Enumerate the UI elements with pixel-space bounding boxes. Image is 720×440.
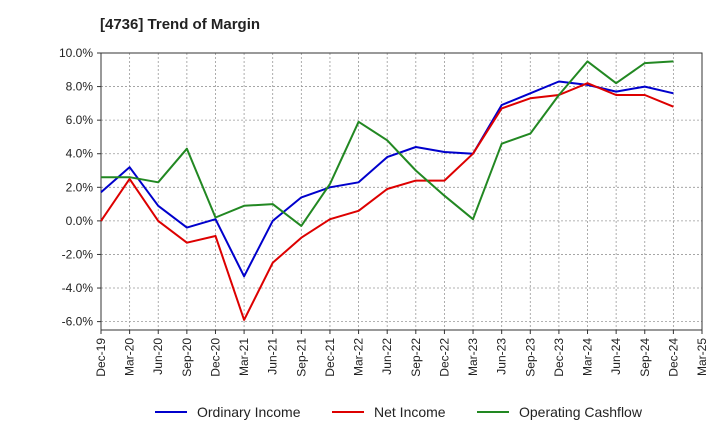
y-tick-label: -4.0% <box>62 281 94 295</box>
grid <box>101 52 702 330</box>
x-tick-label: Mar-23 <box>466 338 480 376</box>
legend-swatch-net-income <box>332 411 364 413</box>
x-tick-label: Jun-20 <box>151 338 165 375</box>
y-tick-label: 8.0% <box>66 80 94 94</box>
axes: -6.0% -4.0% -2.0% 0.0% 2.0% 4.0% 6.0% 8.0% 10.0%… <box>59 46 709 377</box>
series-line-operating-cashflow <box>101 60 674 227</box>
x-tick-label: Mar-22 <box>352 338 366 376</box>
series-line-net-income <box>100 82 674 321</box>
y-tick-label: 4.0% <box>66 147 94 161</box>
x-tick-label: Sep-24 <box>638 338 652 377</box>
chart-title: [4736] Trend of Margin <box>100 16 261 33</box>
legend-item-ordinary-income: Ordinary Income <box>155 404 300 420</box>
y-tick-label: 6.0% <box>66 113 94 127</box>
legend-label-operating-cashflow: Operating Cashflow <box>519 404 642 420</box>
x-tick-label: Mar-25 <box>695 338 709 376</box>
series-layer <box>100 60 674 321</box>
x-tick-label: Dec-22 <box>437 338 451 377</box>
y-tick-label: 2.0% <box>66 180 94 194</box>
legend-label-net-income: Net Income <box>374 404 446 420</box>
x-tick-label: Sep-22 <box>409 338 423 377</box>
x-tick-label: Mar-21 <box>237 338 251 376</box>
y-tick-label: 0.0% <box>66 214 94 228</box>
x-tick-label: Jun-22 <box>380 338 394 375</box>
x-tick-label: Dec-23 <box>552 338 566 377</box>
legend-swatch-operating-cashflow <box>477 411 509 413</box>
x-tick-label: Jun-23 <box>495 338 509 375</box>
x-tick-label: Jun-24 <box>609 338 623 375</box>
legend-item-net-income: Net Income <box>332 404 446 420</box>
y-tick-label: -6.0% <box>62 315 94 329</box>
x-tick-label: Dec-20 <box>208 338 222 377</box>
x-tick-label: Mar-24 <box>581 338 595 376</box>
y-tick-label: -2.0% <box>62 247 94 261</box>
legend-swatch-ordinary-income <box>155 411 187 413</box>
x-tick-label: Mar-20 <box>123 338 137 376</box>
x-tick-label: Sep-21 <box>294 338 308 377</box>
legend-label-ordinary-income: Ordinary Income <box>197 404 301 420</box>
legend-item-operating-cashflow: Operating Cashflow <box>477 404 642 420</box>
x-tick-label: Dec-24 <box>666 338 680 377</box>
x-tick-label: Sep-20 <box>180 338 194 377</box>
x-tick-label: Dec-21 <box>323 338 337 377</box>
plot-frame <box>100 52 703 331</box>
legend: Ordinary Income Net Income Operating Cas… <box>0 404 720 426</box>
x-tick-label: Sep-23 <box>523 338 537 377</box>
x-tick-label: Dec-19 <box>94 338 108 377</box>
series-line-ordinary-income <box>100 80 674 278</box>
x-tick-label: Jun-21 <box>266 338 280 375</box>
y-tick-label: 10.0% <box>59 46 93 60</box>
